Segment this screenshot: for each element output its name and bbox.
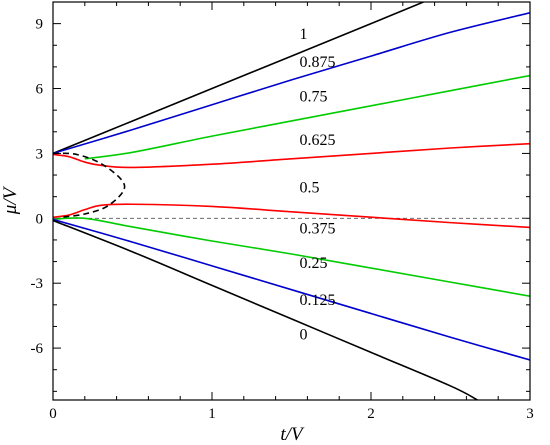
curve-label: 0.625 — [299, 132, 335, 149]
series-line-0.75 — [84, 74, 530, 160]
y-tick-label: -6 — [31, 341, 44, 357]
series-line-1 — [53, 2, 424, 155]
curve-label: 0.375 — [299, 220, 335, 237]
curve-label: 0.875 — [299, 54, 335, 71]
x-tick-label: 3 — [526, 406, 534, 422]
plot-frame — [52, 1, 531, 401]
x-tick-label: 0 — [49, 406, 57, 422]
series-line-0.25 — [53, 217, 530, 297]
series-line-0.125 — [53, 218, 530, 361]
ticks-layer: 0 1 2 3 -6 -3 0 3 6 9 — [31, 1, 534, 422]
y-tick-label: -3 — [31, 276, 44, 292]
boundary-dashed-curve — [53, 152, 126, 219]
curves-layer — [53, 2, 530, 400]
series-line-0 — [53, 219, 478, 400]
curve-label: 0.125 — [299, 292, 335, 309]
y-tick-label: 6 — [36, 82, 44, 98]
x-axis-label: t/V — [280, 424, 305, 445]
y-axis-label: μ/V — [0, 185, 21, 215]
y-tick-label: 3 — [36, 146, 44, 162]
series-line-0.875 — [53, 12, 530, 155]
curve-label: 0.25 — [299, 255, 327, 272]
curve-label: 0.75 — [299, 89, 327, 106]
curve-label: 1 — [299, 26, 307, 43]
y-tick-label: 9 — [36, 17, 44, 33]
series-line-0.625 — [53, 142, 530, 169]
labels-layer: 1 0.875 0.75 0.625 0.5 0.375 0.25 0.125 0 — [299, 26, 335, 344]
x-tick-label: 1 — [208, 406, 216, 422]
series-line-0.375 — [53, 203, 530, 229]
curve-label: 0.5 — [299, 179, 319, 196]
curve-label: 0 — [299, 326, 307, 343]
y-tick-label: 0 — [36, 211, 44, 227]
x-tick-label: 2 — [367, 406, 375, 422]
